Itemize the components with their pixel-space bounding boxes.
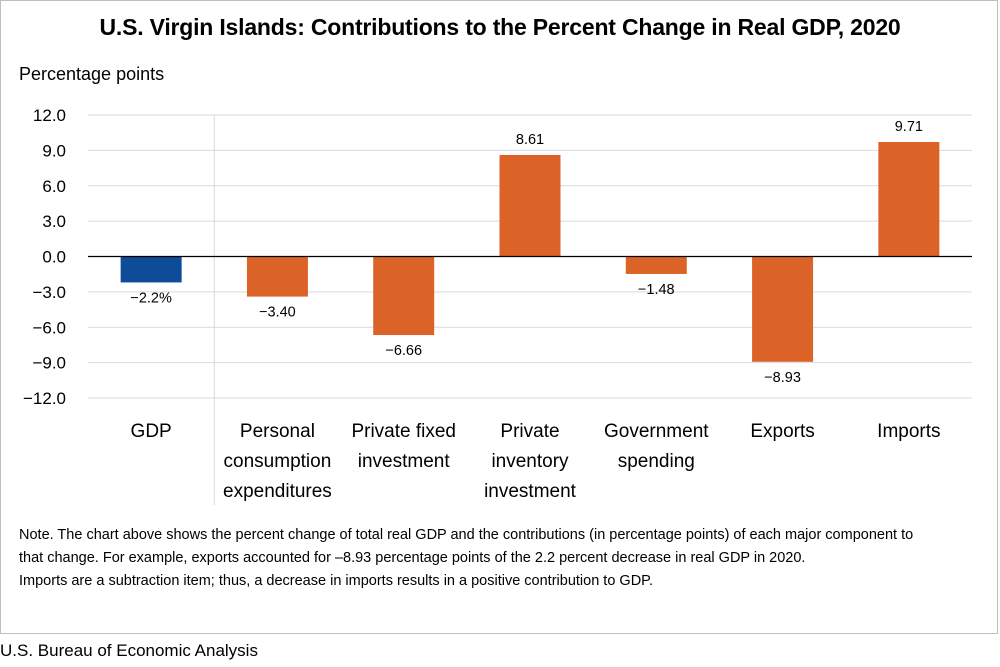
bar: [499, 154, 561, 257]
category-label: Imports: [877, 421, 940, 442]
data-label: 8.61: [516, 132, 544, 148]
data-labels: −2.2% −3.40 −6.66 8.61 −1.48 −8.93 9.71: [88, 119, 972, 386]
data-label: −3.40: [259, 305, 296, 321]
category-label: expenditures: [223, 481, 332, 502]
source-credit: U.S. Bureau of Economic Analysis: [0, 641, 258, 660]
y-axis-ticks: 12.0 9.0 6.0 3.0 0.0 −3.0 −6.0 −9.0 −12.0: [23, 106, 66, 408]
bar: [373, 256, 435, 336]
y-tick-label: −12.0: [23, 389, 66, 408]
y-tick-label: 9.0: [42, 141, 66, 160]
bar: [120, 256, 182, 283]
category-label: investment: [358, 451, 451, 472]
chart-title: U.S. Virgin Islands: Contributions to th…: [99, 14, 901, 40]
bars: [120, 142, 940, 362]
y-tick-label: 0.0: [42, 248, 66, 267]
category-label: investment: [484, 481, 577, 502]
bar: [246, 256, 308, 297]
y-axis-title: Percentage points: [19, 64, 165, 84]
y-tick-label: −9.0: [32, 354, 66, 373]
category-label: consumption: [224, 451, 332, 472]
category-label: Personal: [240, 421, 315, 442]
data-label: −2.2%: [130, 290, 172, 306]
data-label: −8.93: [764, 370, 801, 386]
category-label: Private: [500, 421, 559, 442]
category-label: GDP: [131, 421, 172, 442]
note-line: Note. The chart above shows the percent …: [19, 527, 914, 543]
chart-frame: [0, 0, 998, 634]
note-line: that change. For example, exports accoun…: [19, 550, 806, 566]
category-label: Private fixed: [351, 421, 456, 442]
data-label: −6.66: [385, 343, 422, 359]
y-tick-label: −3.0: [32, 283, 66, 302]
category-label: Exports: [750, 421, 814, 442]
y-tick-label: −6.0: [32, 318, 66, 337]
category-label: spending: [618, 451, 695, 472]
data-label: 9.71: [895, 119, 923, 135]
y-tick-label: 6.0: [42, 177, 66, 196]
bar: [625, 256, 687, 274]
category-labels: GDP Personal consumption expenditures Privat…: [131, 421, 941, 502]
chart-note: Note. The chart above shows the percent …: [19, 524, 984, 593]
bar: [878, 142, 940, 257]
bar: [752, 256, 814, 362]
category-label: inventory: [491, 451, 569, 472]
y-tick-label: 3.0: [42, 212, 66, 231]
y-tick-label: 12.0: [33, 106, 66, 125]
bar-chart: 12.09.06.03.00.0−3.0−6.0−9.0−12.0 −2.2%−…: [23, 106, 972, 505]
note-line: Imports are a subtraction item; thus, a …: [19, 573, 653, 589]
category-label: Government: [604, 421, 709, 442]
data-label: −1.48: [638, 282, 675, 298]
